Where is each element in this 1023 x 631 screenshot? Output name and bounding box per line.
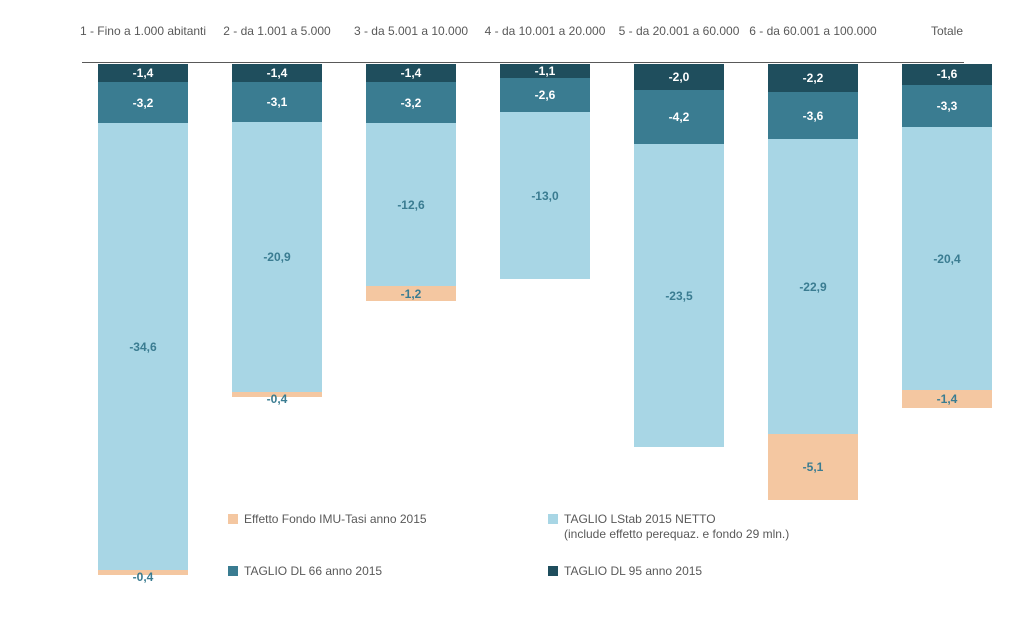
bar-value-label: -3,2	[98, 96, 188, 110]
legend-label: TAGLIO DL 66 anno 2015	[244, 564, 382, 579]
legend-swatch	[548, 514, 558, 524]
bar-value-label: -1,2	[366, 287, 456, 301]
bar-value-label: -1,4	[366, 66, 456, 80]
bar-value-label: -1,1	[500, 64, 590, 78]
bar-value-label: -1,4	[902, 392, 992, 406]
legend-label: TAGLIO DL 95 anno 2015	[564, 564, 702, 579]
bar-value-label: -1,4	[98, 66, 188, 80]
bar-value-label: -12,6	[366, 198, 456, 212]
bar-value-label: -2,2	[768, 71, 858, 85]
bar-value-label: -34,6	[98, 340, 188, 354]
bar-value-label: -22,9	[768, 280, 858, 294]
legend-item-taglio_dl95: TAGLIO DL 95 anno 2015	[548, 564, 808, 579]
category-label: 5 - da 20.001 a 60.000	[604, 24, 754, 38]
legend-label: TAGLIO LStab 2015 NETTO(include effetto …	[564, 512, 789, 542]
legend-item-effetto_fondo: Effetto Fondo IMU-Tasi anno 2015	[228, 512, 488, 542]
bar-value-label: -3,6	[768, 109, 858, 123]
bar-value-label: -20,4	[902, 252, 992, 266]
legend: Effetto Fondo IMU-Tasi anno 2015 TAGLIO L…	[228, 512, 868, 601]
legend-swatch	[228, 566, 238, 576]
category-label: 6 - da 60.001 a 100.000	[738, 24, 888, 38]
legend-row: Effetto Fondo IMU-Tasi anno 2015 TAGLIO L…	[228, 512, 868, 542]
bar-value-label: -0,4	[232, 392, 322, 406]
bar-value-label: -23,5	[634, 289, 724, 303]
bar-value-label: -2,0	[634, 70, 724, 84]
bar-value-label: -3,3	[902, 99, 992, 113]
legend-item-taglio_lstab: TAGLIO LStab 2015 NETTO(include effetto …	[548, 512, 808, 542]
bar-value-label: -0,4	[98, 570, 188, 584]
bar-value-label: -3,2	[366, 96, 456, 110]
category-label: 4 - da 10.001 a 20.000	[470, 24, 620, 38]
category-label: 1 - Fino a 1.000 abitanti	[68, 24, 218, 38]
category-label: 3 - da 5.001 a 10.000	[336, 24, 486, 38]
category-label: Totale	[872, 24, 1022, 38]
category-label: 2 - da 1.001 a 5.000	[202, 24, 352, 38]
legend-swatch	[548, 566, 558, 576]
legend-label: Effetto Fondo IMU-Tasi anno 2015	[244, 512, 427, 527]
bar-value-label: -1,6	[902, 67, 992, 81]
bar-value-label: -5,1	[768, 460, 858, 474]
bar-value-label: -13,0	[500, 189, 590, 203]
legend-item-taglio_dl66: TAGLIO DL 66 anno 2015	[228, 564, 488, 579]
legend-row: TAGLIO DL 66 anno 2015 TAGLIO DL 95 anno …	[228, 564, 868, 579]
bar-value-label: -1,4	[232, 66, 322, 80]
bar-value-label: -2,6	[500, 88, 590, 102]
x-axis-baseline	[82, 62, 964, 63]
bar-value-label: -4,2	[634, 110, 724, 124]
bar-value-label: -20,9	[232, 250, 322, 264]
bar-value-label: -3,1	[232, 95, 322, 109]
legend-swatch	[228, 514, 238, 524]
